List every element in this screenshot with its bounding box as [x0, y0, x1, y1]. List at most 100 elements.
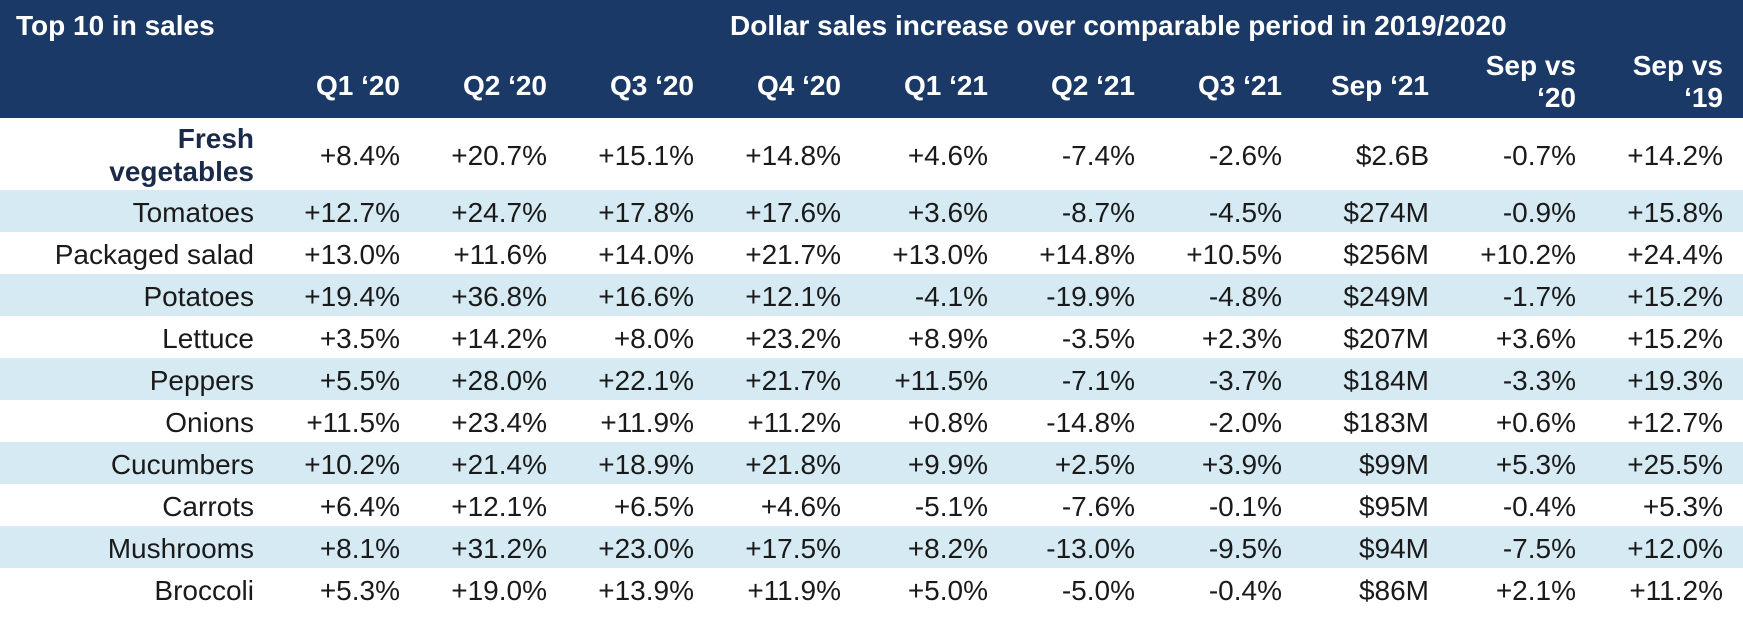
- table-cell: +4.6%: [760, 491, 841, 522]
- table-cell: +8.0%: [613, 323, 694, 354]
- table-cell: -0.4%: [1502, 491, 1576, 522]
- table-row: Lettuce +3.5% +14.2% +8.0% +23.2% +8.9% -3.5% +…: [0, 316, 1743, 358]
- row-label: Mushrooms: [107, 533, 254, 564]
- table-cell: $86M: [1358, 575, 1429, 606]
- table-cell: +9.9%: [907, 449, 988, 480]
- column-header-line: Sep ‘21: [1330, 70, 1429, 101]
- table-cell: +5.3%: [1642, 491, 1723, 522]
- table-cell: +23.2%: [745, 323, 841, 354]
- table-cell: $207M: [1343, 323, 1429, 354]
- column-header: Q4 ‘20: [701, 70, 841, 102]
- table-title-left: Top 10 in sales: [16, 10, 215, 41]
- table-cell: +13.9%: [598, 575, 694, 606]
- table-cell: -4.1%: [914, 281, 988, 312]
- table-cell: -5.1%: [914, 491, 988, 522]
- table-cell: $184M: [1343, 365, 1429, 396]
- table-cell: +2.3%: [1201, 323, 1282, 354]
- table-cell: +3.6%: [907, 197, 988, 228]
- table-cell: $95M: [1358, 491, 1429, 522]
- table-cell: -7.1%: [1061, 365, 1135, 396]
- table-cell: +5.0%: [907, 575, 988, 606]
- table-cell: +12.0%: [1627, 533, 1723, 564]
- column-header-line: Q2 ‘20: [462, 70, 547, 101]
- table-cell: -8.7%: [1061, 197, 1135, 228]
- row-label: Peppers: [149, 365, 254, 396]
- table-cell: +12.7%: [1627, 407, 1723, 438]
- table-cell: +15.1%: [598, 140, 694, 171]
- table-cell: +14.2%: [451, 323, 547, 354]
- table-cell: +6.4%: [319, 491, 400, 522]
- table-cell: +11.2%: [1629, 575, 1723, 606]
- row-label: Lettuce: [162, 323, 254, 354]
- table-cell: +18.9%: [598, 449, 694, 480]
- table-cell: +3.5%: [319, 323, 400, 354]
- row-label: Broccoli: [154, 575, 254, 606]
- table-cell: +13.0%: [892, 239, 988, 270]
- row-label: Carrots: [162, 491, 254, 522]
- table-cell: +11.9%: [747, 575, 841, 606]
- table-cell: +11.2%: [747, 407, 841, 438]
- table-cell: -4.5%: [1208, 197, 1282, 228]
- table-row: Mushrooms +8.1% +31.2% +23.0% +17.5% +8.2% -13…: [0, 526, 1743, 568]
- column-header: Sep vs ‘19: [1583, 50, 1723, 114]
- table-cell: +10.5%: [1186, 239, 1282, 270]
- table-row: Peppers +5.5% +28.0% +22.1% +21.7% +11.5% -7.1…: [0, 358, 1743, 400]
- table-cell: -0.1%: [1208, 491, 1282, 522]
- table-row: Tomatoes +12.7% +24.7% +17.8% +17.6% +3.6% -8.…: [0, 190, 1743, 232]
- row-label: Onions: [165, 407, 254, 438]
- table-cell: $2.6B: [1355, 140, 1429, 171]
- table-cell: -3.7%: [1208, 365, 1282, 396]
- table-cell: $94M: [1358, 533, 1429, 564]
- column-header-line: Sep vs: [1632, 50, 1723, 81]
- table-cell: -0.4%: [1208, 575, 1282, 606]
- column-header: Q3 ‘20: [554, 70, 694, 102]
- column-header: Sep vs ‘20: [1436, 50, 1576, 114]
- table-row: Packaged salad +13.0% +11.6% +14.0% +21.7% +1…: [0, 232, 1743, 274]
- table-cell: +31.2%: [451, 533, 547, 564]
- table-cell: -9.5%: [1208, 533, 1282, 564]
- table-cell: +2.1%: [1495, 575, 1576, 606]
- column-header-line: Q1 ‘20: [315, 70, 400, 101]
- table-row: Potatoes +19.4% +36.8% +16.6% +12.1% -4.1% -19…: [0, 274, 1743, 316]
- table-cell: +11.5%: [894, 365, 988, 396]
- table-cell: +5.5%: [319, 365, 400, 396]
- table-row: Onions +11.5% +23.4% +11.9% +11.2% +0.8% -14.8…: [0, 400, 1743, 442]
- table-cell: +17.6%: [745, 197, 841, 228]
- table-cell: +21.7%: [745, 239, 841, 270]
- column-header: Q1 ‘20: [260, 70, 400, 102]
- table-cell: +24.4%: [1627, 239, 1723, 270]
- row-label: Fresh vegetables: [0, 122, 254, 188]
- table-cell: -14.8%: [1046, 407, 1135, 438]
- table-cell: +6.5%: [613, 491, 694, 522]
- table-cell: +14.8%: [1039, 239, 1135, 270]
- table-cell: +5.3%: [1495, 449, 1576, 480]
- table-cell: $183M: [1343, 407, 1429, 438]
- column-header-line: Q1 ‘21: [903, 70, 988, 101]
- table-cell: +8.2%: [907, 533, 988, 564]
- table-cell: +4.6%: [907, 140, 988, 171]
- row-label-line: vegetables: [109, 156, 254, 187]
- table-cell: +28.0%: [451, 365, 547, 396]
- table-cell: -7.4%: [1061, 140, 1135, 171]
- table-cell: -3.5%: [1061, 323, 1135, 354]
- table-cell: +8.9%: [907, 323, 988, 354]
- table-cell: +3.9%: [1201, 449, 1282, 480]
- table-cell: -19.9%: [1046, 281, 1135, 312]
- table-cell: +13.0%: [304, 239, 400, 270]
- column-header-line: Sep vs: [1485, 50, 1576, 81]
- table-cell: $274M: [1343, 197, 1429, 228]
- column-header-line: Q2 ‘21: [1050, 70, 1135, 101]
- table-cell: -0.9%: [1502, 197, 1576, 228]
- column-header: Q2 ‘21: [995, 70, 1135, 102]
- table-cell: -3.3%: [1502, 365, 1576, 396]
- table-cell: +19.0%: [451, 575, 547, 606]
- sales-table: Top 10 in sales Dollar sales increase ov…: [0, 0, 1743, 606]
- table-cell: +23.0%: [598, 533, 694, 564]
- table-row: Cucumbers +10.2% +21.4% +18.9% +21.8% +9.9% +2…: [0, 442, 1743, 484]
- row-label: Tomatoes: [132, 197, 254, 228]
- table-cell: +21.8%: [745, 449, 841, 480]
- column-header-line: Q3 ‘21: [1197, 70, 1282, 101]
- table-row: Fresh vegetables +8.4% +20.7% +15.1% +14.8% +4…: [0, 118, 1743, 190]
- table-cell: +22.1%: [598, 365, 694, 396]
- column-header: Q3 ‘21: [1142, 70, 1282, 102]
